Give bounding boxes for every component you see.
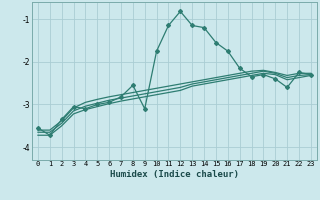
X-axis label: Humidex (Indice chaleur): Humidex (Indice chaleur) — [110, 170, 239, 179]
